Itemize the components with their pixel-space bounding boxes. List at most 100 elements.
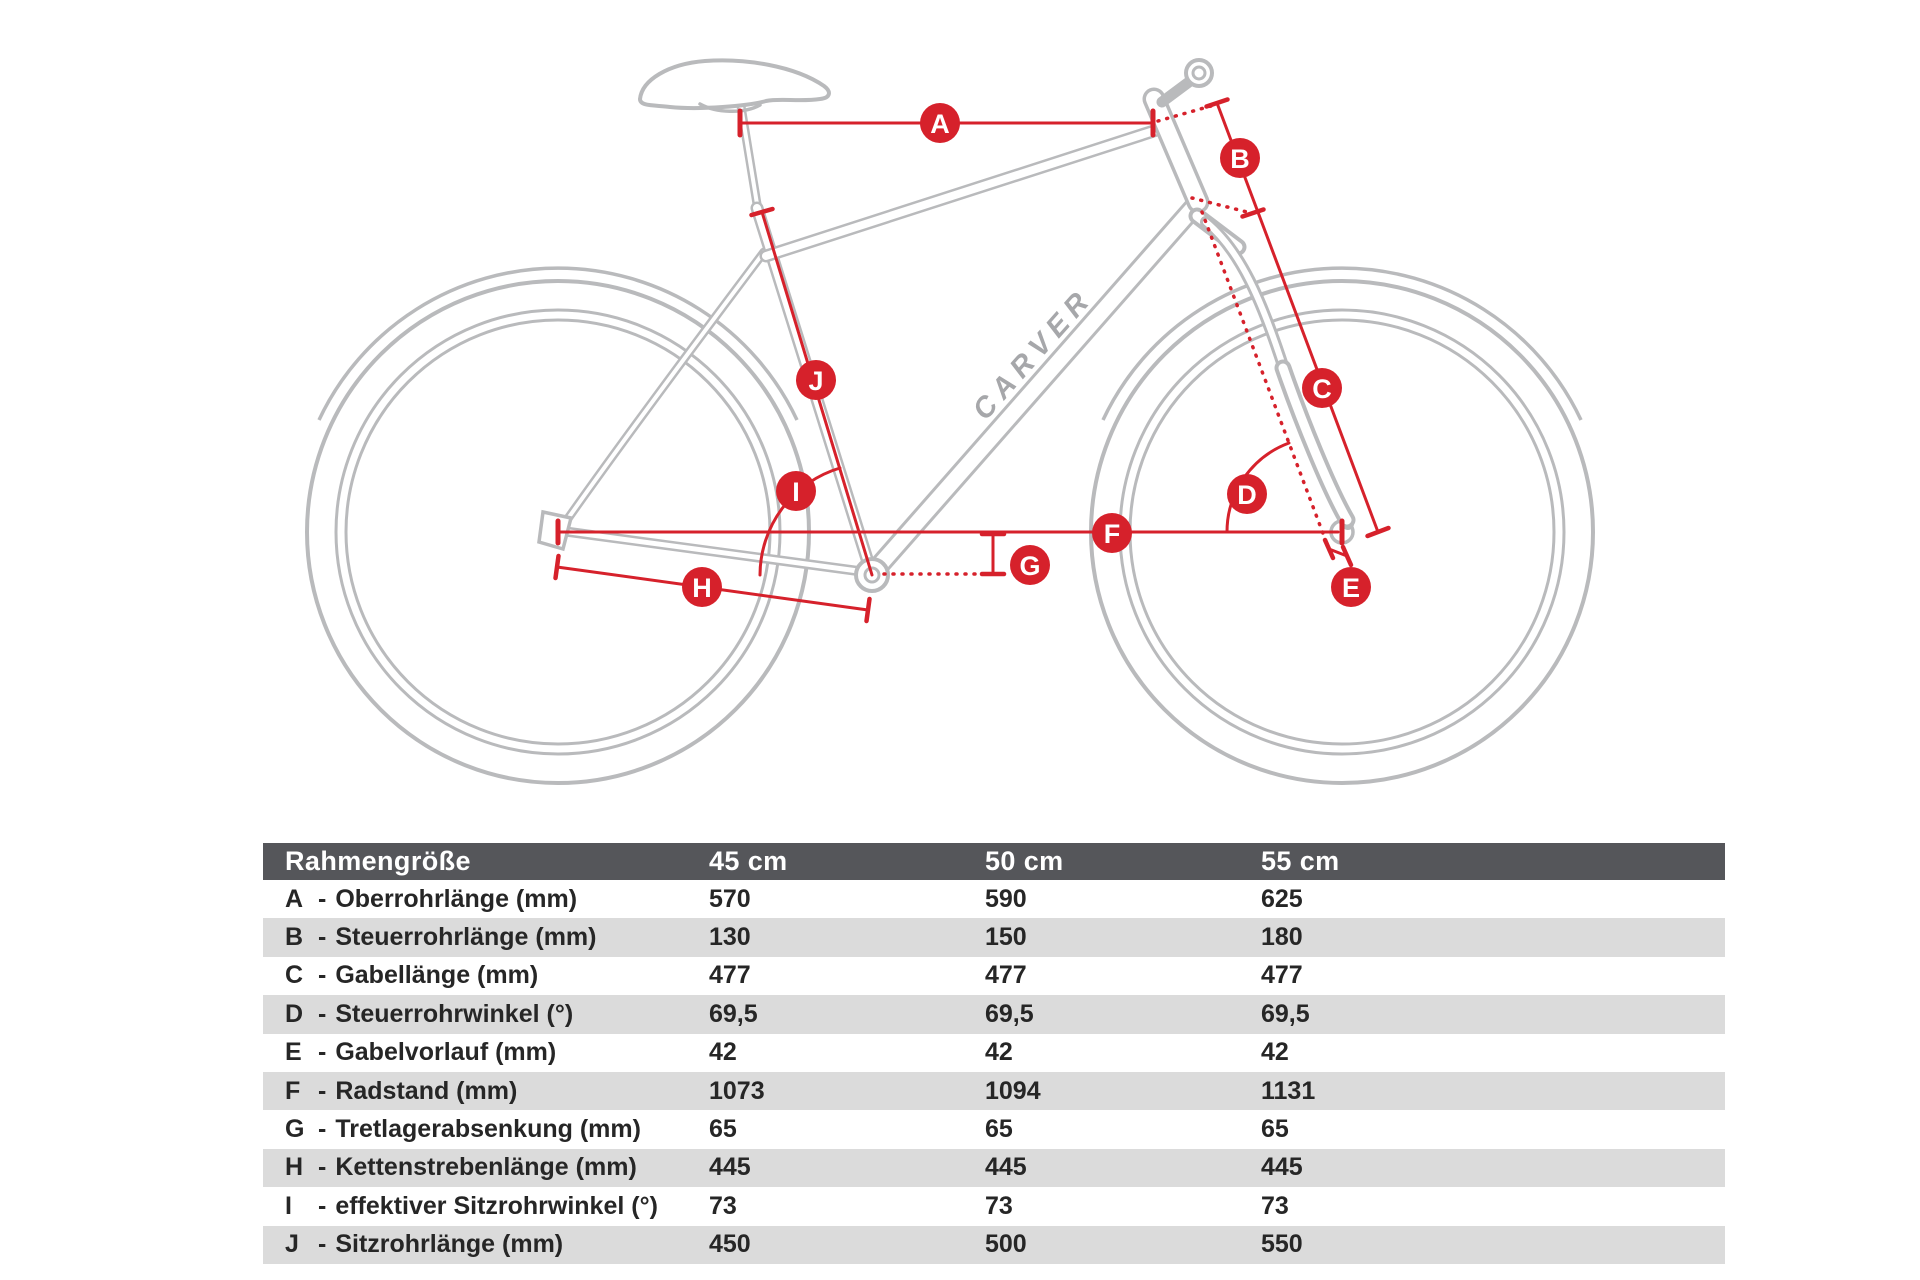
value-55cm: 65 [1261,1115,1289,1144]
row-letter: H [285,1153,304,1182]
row-letter: E [285,1038,302,1067]
row-label: Steuerrohrlänge (mm) [335,923,597,952]
row-letter: J [285,1230,299,1259]
value-45cm: 477 [709,961,751,990]
front-fender [1101,266,1583,421]
badge-C: C [1302,368,1342,408]
badge-A: A [920,103,960,143]
table-row: J - Sitzrohrlänge (mm) 450 500 550 [263,1225,1725,1264]
badge-E: E [1331,567,1371,607]
table-row: I - effektiver Sitzrohrwinkel (°) 73 73 73 [263,1187,1725,1225]
row-label: effektiver Sitzrohrwinkel (°) [335,1191,658,1220]
value-55cm: 42 [1261,1038,1289,1067]
value-45cm: 570 [709,884,751,913]
row-separator: - [318,1076,327,1105]
value-55cm: 69,5 [1261,999,1310,1028]
row-letter: F [285,1076,301,1105]
rear-fender [317,266,799,421]
value-55cm: 1131 [1261,1076,1316,1105]
geometry-table: Rahmengröße 45 cm 50 cm 55 cm A - Oberrohr… [263,843,1725,1264]
row-letter: C [285,961,304,990]
value-55cm: 73 [1261,1191,1289,1220]
row-separator: - [318,1191,327,1220]
badge-J: J [796,360,836,400]
value-55cm: 445 [1261,1153,1303,1182]
svg-text:H: H [692,573,712,603]
table-row: E - Gabelvorlauf (mm) 42 42 42 [263,1034,1725,1072]
value-50cm: 477 [985,961,1027,990]
table-row: A - Oberrohrlänge (mm) 570 590 625 [263,880,1725,918]
measure-F-radstand [555,518,1340,546]
table-row: B - Steuerrohrlänge (mm) 130 150 180 [263,918,1725,957]
value-45cm: 1073 [709,1076,765,1105]
table-header-row: Rahmengröße 45 cm 50 cm 55 cm [263,843,1725,880]
badge-D: D [1227,474,1267,514]
row-separator: - [318,1115,327,1144]
measure-G-tretlagerabsenkung [882,531,1007,577]
table-row: C - Gabellänge (mm) 477 477 477 [263,957,1725,995]
value-50cm: 590 [985,884,1027,913]
badge-H: H [682,567,722,607]
row-label: Gabelvorlauf (mm) [335,1038,557,1067]
svg-text:I: I [792,477,800,507]
header-55cm: 55 cm [1261,846,1340,876]
badge-G: G [1010,545,1050,585]
value-55cm: 625 [1261,884,1303,913]
value-50cm: 69,5 [985,999,1034,1028]
value-50cm: 65 [985,1115,1013,1144]
value-55cm: 550 [1261,1230,1303,1259]
value-45cm: 130 [709,923,751,952]
row-letter: D [285,999,304,1028]
table-row: D - Steuerrohrwinkel (°) 69,5 69,5 69,5 [263,995,1725,1034]
svg-text:F: F [1104,519,1121,549]
row-letter: I [285,1191,292,1220]
saddle [637,58,831,111]
row-letter: G [285,1115,305,1144]
badge-F: F [1092,513,1132,553]
row-label: Gabellänge (mm) [335,961,539,990]
header-45cm: 45 cm [709,846,788,876]
value-50cm: 150 [985,923,1027,952]
svg-text:E: E [1342,573,1360,603]
row-separator: - [318,961,327,990]
row-letter: B [285,923,304,952]
rear-dropout [537,509,574,552]
measure-C-gabellaenge [1365,525,1391,539]
bike-geometry-diagram: CARVER [305,58,1595,785]
row-separator: - [318,999,327,1028]
value-55cm: 180 [1261,923,1303,952]
table-row: G - Tretlagerabsenkung (mm) 65 65 65 [263,1110,1725,1148]
row-label: Steuerrohrwinkel (°) [335,999,574,1028]
row-separator: - [318,1153,327,1182]
header-frame-size: Rahmengröße [285,846,471,876]
svg-text:J: J [808,366,823,396]
row-label: Sitzrohrlänge (mm) [335,1230,564,1259]
header-50cm: 50 cm [985,846,1064,876]
value-50cm: 73 [985,1191,1013,1220]
row-label: Radstand (mm) [335,1076,518,1105]
frame: CARVER [537,58,1356,593]
value-45cm: 445 [709,1153,751,1182]
row-separator: - [318,884,327,913]
svg-text:C: C [1312,374,1332,404]
row-separator: - [318,1230,327,1259]
measure-E-gabelvorlauf [1322,518,1354,568]
svg-text:B: B [1230,144,1250,174]
table-row: H - Kettenstrebenlänge (mm) 445 445 445 [263,1148,1725,1188]
row-label: Kettenstrebenlänge (mm) [335,1153,637,1182]
badge-I: I [776,471,816,511]
value-50cm: 42 [985,1038,1013,1067]
svg-text:A: A [930,109,950,139]
row-separator: - [318,923,327,952]
value-45cm: 42 [709,1038,737,1067]
value-45cm: 69,5 [709,999,758,1028]
measure-B-steuerrohrlaenge [1190,97,1380,534]
row-label: Tretlagerabsenkung (mm) [335,1115,641,1144]
value-45cm: 73 [709,1191,737,1220]
steering-axis-dotted [1200,210,1332,554]
table-row: F - Radstand (mm) 1073 1094 1131 [263,1071,1725,1111]
svg-text:D: D [1237,480,1257,510]
measure-I-sitzrohrwinkel [758,466,842,577]
badges: A B C D E F G [682,103,1371,607]
